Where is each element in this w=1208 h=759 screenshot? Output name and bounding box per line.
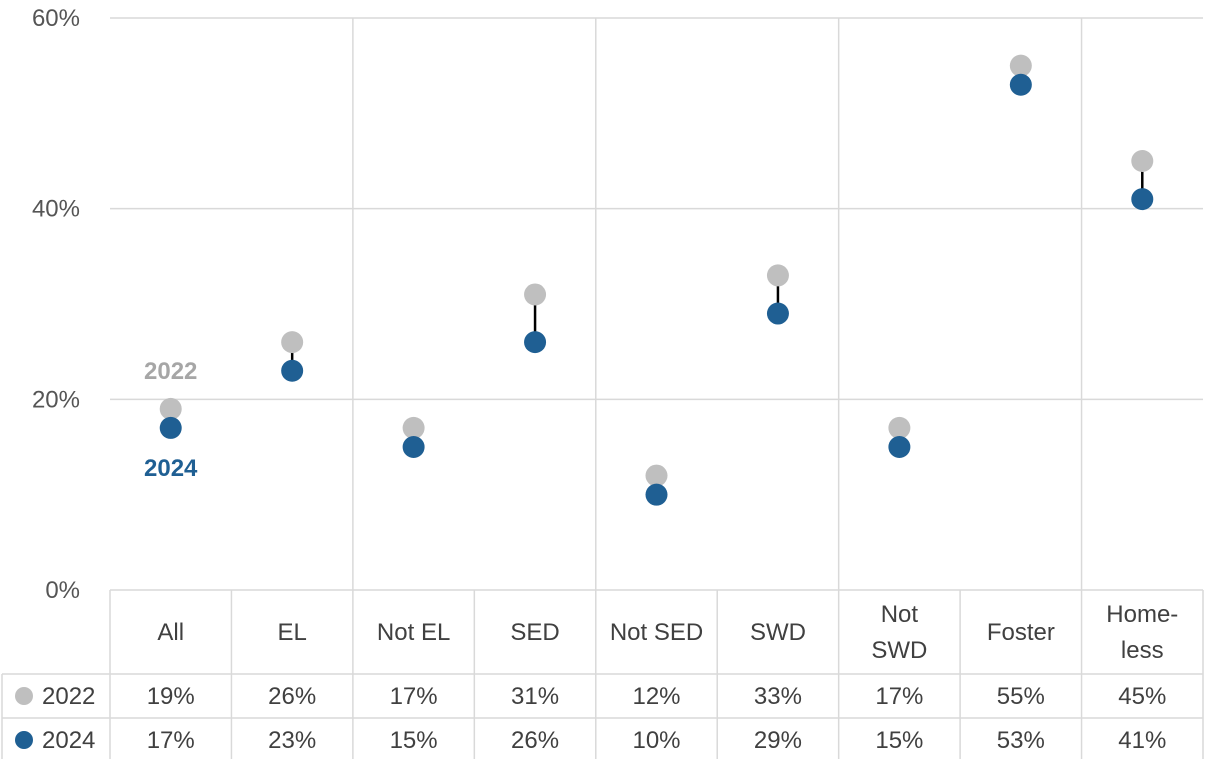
y-tick-label: 20% [32,386,80,413]
category-label: SWD [750,619,806,646]
category-label: less [1121,637,1164,664]
table-value-cell: 29% [754,727,802,754]
data-point [766,264,789,287]
category-label: Foster [987,619,1055,646]
category-label: All [157,619,184,646]
table-value-cell: 15% [875,727,923,754]
data-point [1009,73,1032,96]
data-point [524,283,547,306]
data-point [159,397,182,420]
category-label: Not SED [610,619,703,646]
annotation-2024: 2024 [144,455,198,482]
table-value-cell: 55% [997,683,1045,710]
data-point [159,416,182,439]
category-label: EL [277,619,306,646]
data-point [1009,54,1032,77]
data-point [1131,150,1154,172]
data-point [645,483,668,506]
table-value-cell: 53% [997,727,1045,754]
category-label: Not [881,601,919,628]
table-value-cell: 17% [875,683,923,710]
legend-series-name: 2022 [42,683,95,710]
table-value-cell: 41% [1118,727,1166,754]
table-value-cell: 33% [754,683,802,710]
data-point [402,436,425,458]
table-value-cell: 10% [632,727,680,754]
y-tick-label: 40% [32,196,80,223]
table-value-cell: 17% [147,727,195,754]
table-value-cell: 19% [147,683,195,710]
table-value-cell: 45% [1118,683,1166,710]
data-point [645,464,668,487]
data-point [402,416,425,439]
category-label: SWD [871,637,927,664]
y-tick-label: 60% [32,5,80,32]
table-value-cell: 15% [390,727,438,754]
table-value-cell: 12% [632,683,680,710]
data-point [524,331,547,354]
y-tick-label: 0% [45,577,80,604]
data-point [1131,188,1154,211]
category-label: SED [510,619,559,646]
legend-marker [15,687,33,705]
category-label: Not EL [377,619,450,646]
legend-marker [15,731,33,749]
data-point [281,359,304,382]
table-value-cell: 23% [268,727,316,754]
annotation-2022: 2022 [144,358,197,385]
table-value-cell: 31% [511,683,559,710]
table-value-cell: 26% [511,727,559,754]
table-value-cell: 17% [390,683,438,710]
data-point [888,416,911,439]
data-point [888,436,911,458]
data-point [281,331,304,354]
legend-series-name: 2024 [42,727,95,754]
table-value-cell: 26% [268,683,316,710]
category-label: Home- [1106,601,1178,628]
data-point [766,302,789,325]
